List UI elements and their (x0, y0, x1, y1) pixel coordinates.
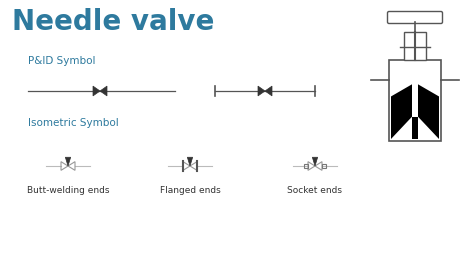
Bar (389, 60, 441, 141)
Text: Butt-welding ends: Butt-welding ends (27, 186, 109, 195)
Text: P&ID Symbol: P&ID Symbol (28, 56, 95, 66)
Polygon shape (65, 157, 71, 166)
Text: Flanged ends: Flanged ends (160, 186, 220, 195)
Polygon shape (100, 86, 107, 96)
FancyBboxPatch shape (388, 11, 443, 23)
Polygon shape (412, 117, 418, 139)
Bar (322, 164, 326, 168)
Polygon shape (418, 84, 439, 139)
Polygon shape (265, 86, 272, 96)
Polygon shape (93, 86, 100, 96)
Polygon shape (258, 86, 265, 96)
Text: Needle valve: Needle valve (12, 8, 214, 36)
Polygon shape (391, 84, 412, 139)
Polygon shape (187, 157, 192, 166)
Text: Isometric Symbol: Isometric Symbol (28, 118, 119, 128)
Bar (404, 32, 426, 60)
Polygon shape (312, 157, 318, 166)
Bar (304, 164, 308, 168)
Text: Socket ends: Socket ends (288, 186, 343, 195)
